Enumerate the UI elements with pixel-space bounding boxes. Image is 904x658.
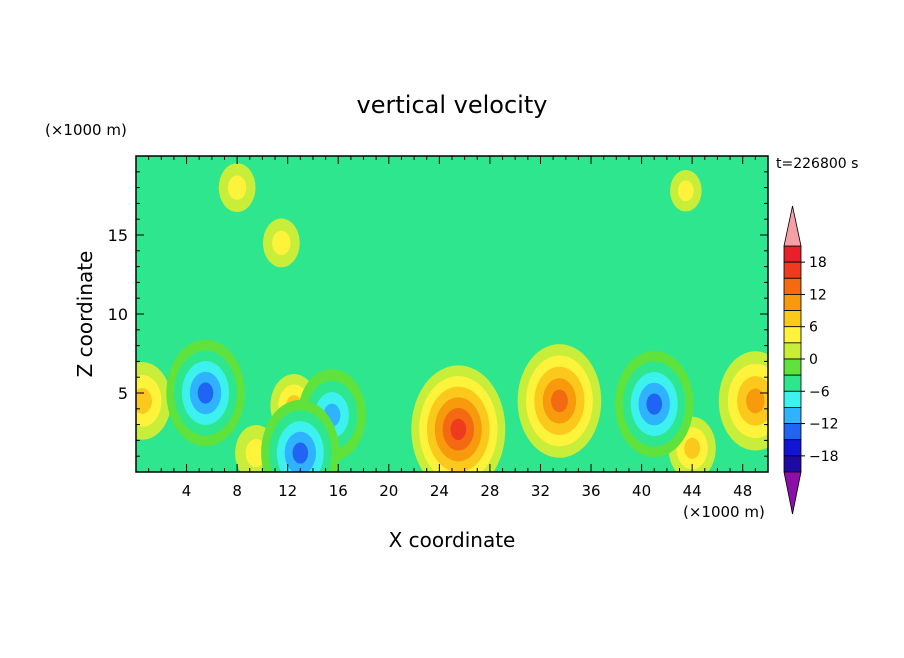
colorbar-segment [783,342,802,360]
colorbar-under-arrow [783,471,802,515]
field-contour [677,180,694,202]
field-feature-7 [166,339,245,447]
field-contour [646,393,663,415]
x-axis-label: X coordinate [389,528,516,552]
plot-area [136,156,768,472]
colorbar-tick-label: 0 [809,352,818,368]
colorbar-segment [783,294,802,311]
x-tick-label: 12 [278,482,297,500]
x-tick-label: 4 [182,482,192,500]
colorbar-segment [783,455,802,473]
field-feature-2 [718,351,768,451]
field-feature-12 [262,218,300,268]
x-tick-label: 28 [480,482,499,500]
colorbar-segment [783,245,802,263]
colorbar-tick-label: 6 [809,320,818,336]
y-tick-label: 10 [108,305,128,324]
colorbar: 18 12 6 0 −6 −12 −18 [783,205,839,515]
colorbar-segment [783,439,802,457]
time-label: t=226800 s [776,156,858,172]
field-contour [551,389,568,413]
field-feature-9 [261,399,340,472]
field-contour [197,382,214,404]
colorbar-segment [783,358,802,376]
colorbar-segment [783,326,802,344]
colorbar-segment [783,374,802,392]
x-axis-unit: (×1000 m) [683,503,765,521]
colorbar-segment [783,277,802,295]
colorbar-segment [783,261,802,279]
x-axis-ticks: 4 8 12 16 20 24 28 32 36 40 44 48 [148,156,756,500]
y-axis-unit: (×1000 m) [45,121,127,139]
x-tick-label: 48 [733,482,752,500]
colorbar-over-arrow [783,205,802,247]
x-tick-label: 36 [581,482,600,500]
field-feature-0 [411,365,506,472]
colorbar-tick-label: 12 [809,287,827,303]
y-tick-label: 5 [118,384,128,403]
x-tick-label: 40 [632,482,651,500]
x-tick-label: 44 [683,482,702,500]
field-contour [245,439,267,468]
colorbar-tick-label: −12 [809,417,839,433]
field-contour [746,388,765,414]
field-contour [684,437,701,459]
colorbar-tick-label: 18 [809,255,827,271]
x-tick-label: 32 [531,482,550,500]
field-contour [136,388,152,414]
y-axis-ticks: 5 10 15 [108,171,768,457]
colorbar-segment [783,390,802,408]
colorbar-segment [783,423,802,441]
colorbar-tick-label: −18 [809,449,839,465]
x-tick-label: 16 [329,482,348,500]
field-contour [292,442,309,464]
field-contour [450,418,467,441]
x-tick-label: 24 [430,482,449,500]
x-tick-label: 20 [379,482,398,500]
field-feature-10 [615,350,694,458]
field-feature-3 [136,362,172,440]
colorbar-segment [783,407,802,424]
y-axis-label: Z coordinate [73,251,97,378]
colorbar-segment [783,310,802,328]
y-tick-label: 15 [108,226,128,245]
field-contour [272,230,291,256]
field-feature-1 [517,344,602,458]
x-tick-label: 8 [232,482,242,500]
field-feature-13 [670,169,702,212]
chart-title: vertical velocity [357,91,548,119]
field-feature-11 [218,163,256,213]
colorbar-tick-label: −6 [809,384,830,400]
field-contour [227,175,247,200]
